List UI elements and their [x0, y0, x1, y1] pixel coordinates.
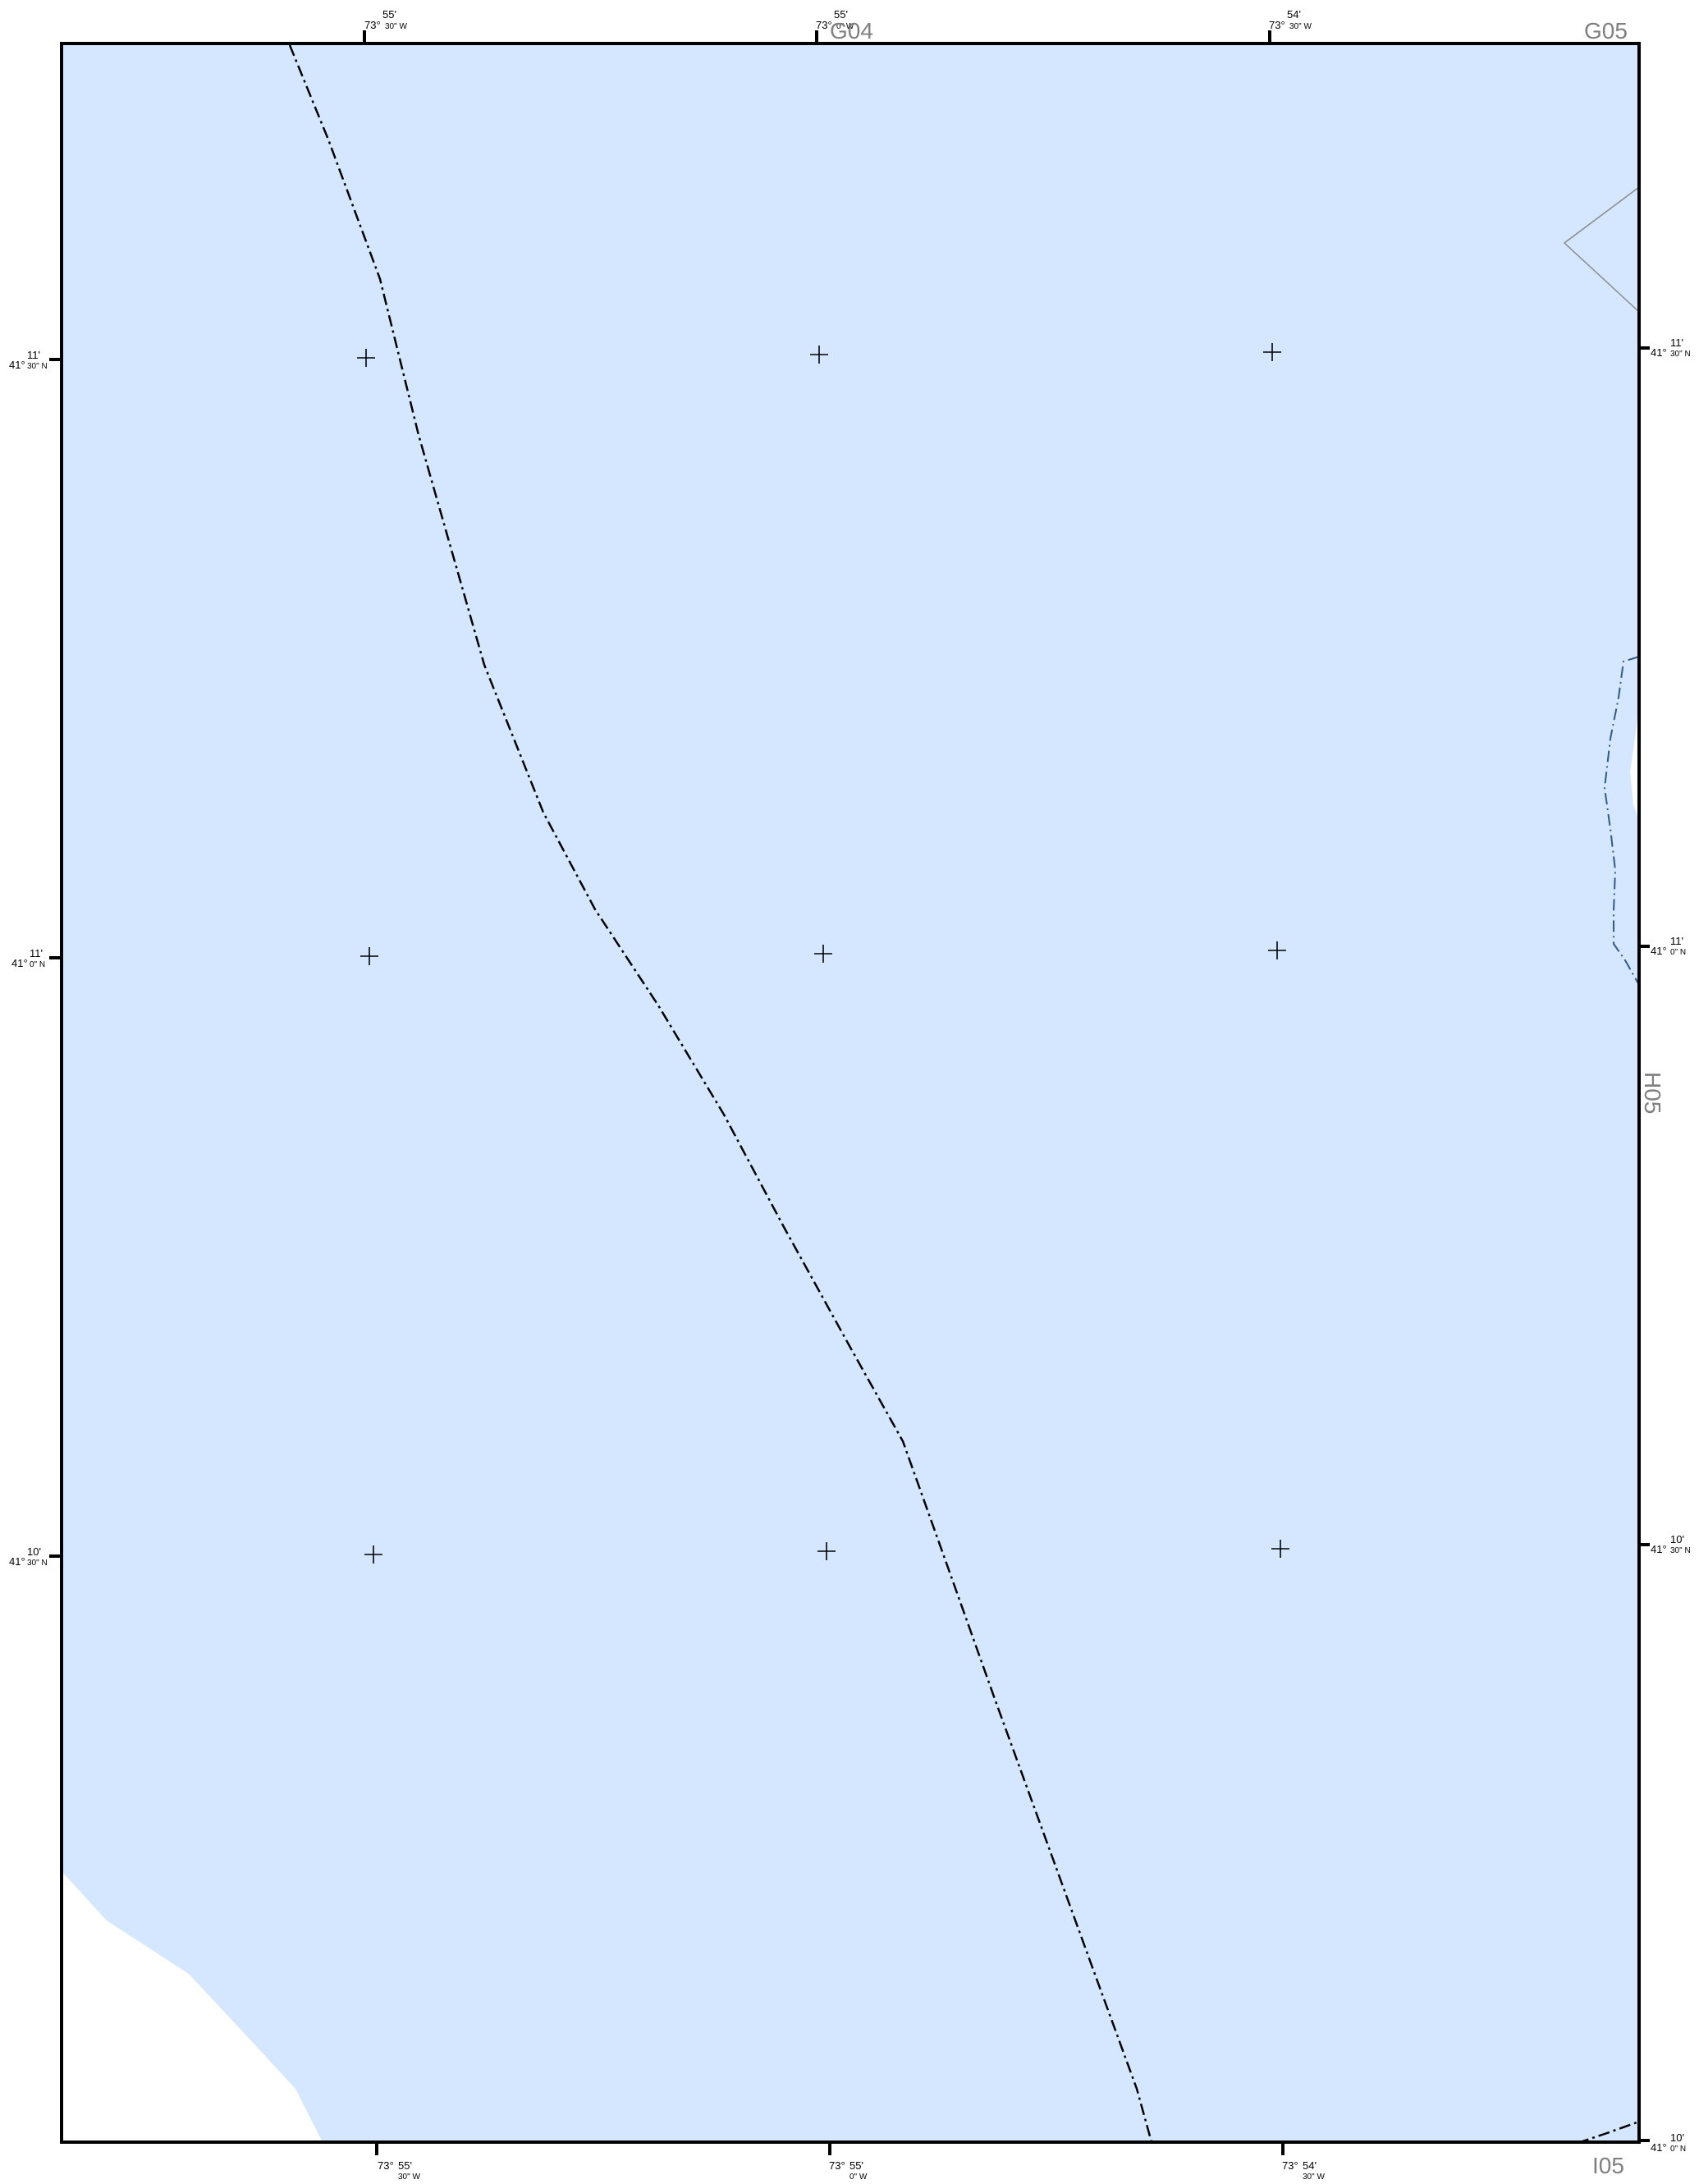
- right-tick-4-sec: 0" N: [1670, 2145, 1686, 2154]
- adjacent-sheet-label-right[interactable]: H05: [1640, 1072, 1665, 1114]
- bottom-tick-1-deg: 73°: [378, 2159, 394, 2172]
- right-tick-2-sec: 0" N: [1670, 948, 1686, 957]
- top-tick-3-deg: 73°: [1269, 19, 1285, 31]
- left-tick-3-min: 10': [27, 1545, 41, 1558]
- graticule-crosses: [357, 343, 1289, 1564]
- bottom-tick-3-sec: 30" W: [1303, 2173, 1325, 2182]
- top-tick-2-min: 55': [834, 8, 848, 21]
- bottom-tick-1-min: 55': [398, 2159, 412, 2172]
- bottom-tick-2-sec: 0" W: [850, 2173, 868, 2182]
- left-tick-2-min: 11': [30, 947, 43, 959]
- boundary-corner-line: [1577, 2120, 1640, 2145]
- bottom-tick-3-min: 54': [1303, 2159, 1317, 2172]
- water-area: [62, 43, 1639, 2142]
- bottom-tick-1-sec: 30" W: [398, 2173, 420, 2182]
- right-tick-3-sec: 30" N: [1670, 1546, 1691, 1555]
- land-southwest-shore: [62, 1871, 323, 2142]
- graticule-cross: [357, 349, 375, 367]
- graticule-cross: [360, 947, 378, 965]
- boundary-thin-line: [1563, 186, 1640, 313]
- graticule-cross: [814, 945, 832, 963]
- right-tick-4-min: 10': [1670, 2131, 1684, 2144]
- land-east-shore: [1630, 706, 1639, 821]
- right-tick-2-min: 11': [1670, 935, 1683, 947]
- bottom-tick-2-min: 55': [850, 2159, 863, 2172]
- right-tick-4-deg: 41°: [1651, 2141, 1667, 2154]
- graticule-cross: [364, 1545, 382, 1564]
- top-tick-1-min: 55': [382, 8, 396, 21]
- boundary-dash-dot-line: [288, 44, 1153, 2143]
- top-tick-2-sec: 0" W: [836, 22, 854, 31]
- right-tick-1-sec: 30" N: [1670, 350, 1691, 359]
- graticule-cross: [1271, 1540, 1289, 1558]
- left-tick-2-sec: 0" N: [30, 960, 45, 969]
- top-tick-1-sec: 30" W: [385, 22, 407, 31]
- top-tick-1-deg: 73°: [364, 19, 381, 31]
- left-tick-1-sec: 30" N: [27, 362, 48, 371]
- top-tick-3-sec: 30" W: [1289, 22, 1312, 31]
- left-tick-3-sec: 30" N: [27, 1559, 48, 1568]
- left-tick-2-deg: 41°: [11, 957, 28, 969]
- top-tick-2-deg: 73°: [816, 19, 832, 31]
- bottom-tick-2-deg: 73°: [829, 2159, 845, 2172]
- map-frame: [60, 42, 1641, 2144]
- right-tick-1-deg: 41°: [1651, 346, 1667, 359]
- graticule-cross: [817, 1542, 836, 1560]
- right-tick-1-min: 11': [1670, 337, 1683, 349]
- adjacent-sheet-label-top[interactable]: G04: [830, 18, 873, 43]
- right-tick-2-deg: 41°: [1651, 945, 1667, 957]
- graticule-cross: [1263, 343, 1281, 361]
- left-tick-3-deg: 41°: [9, 1555, 25, 1568]
- bottom-tick-3-deg: 73°: [1282, 2159, 1298, 2172]
- shoreline-dashed-line: [1603, 656, 1640, 986]
- graticule-cross: [810, 346, 828, 364]
- left-tick-1-min: 11': [27, 349, 40, 361]
- frame-ticks: [49, 30, 1650, 2155]
- adjacent-sheet-label-bottom-right[interactable]: I05: [1592, 2153, 1624, 2178]
- top-tick-3-min: 54': [1287, 8, 1301, 21]
- left-tick-1-deg: 41°: [9, 359, 25, 371]
- right-tick-3-deg: 41°: [1651, 1543, 1667, 1555]
- adjacent-sheet-label-top-right[interactable]: G05: [1584, 18, 1628, 43]
- right-tick-3-min: 10': [1670, 1533, 1684, 1545]
- graticule-cross: [1268, 941, 1286, 959]
